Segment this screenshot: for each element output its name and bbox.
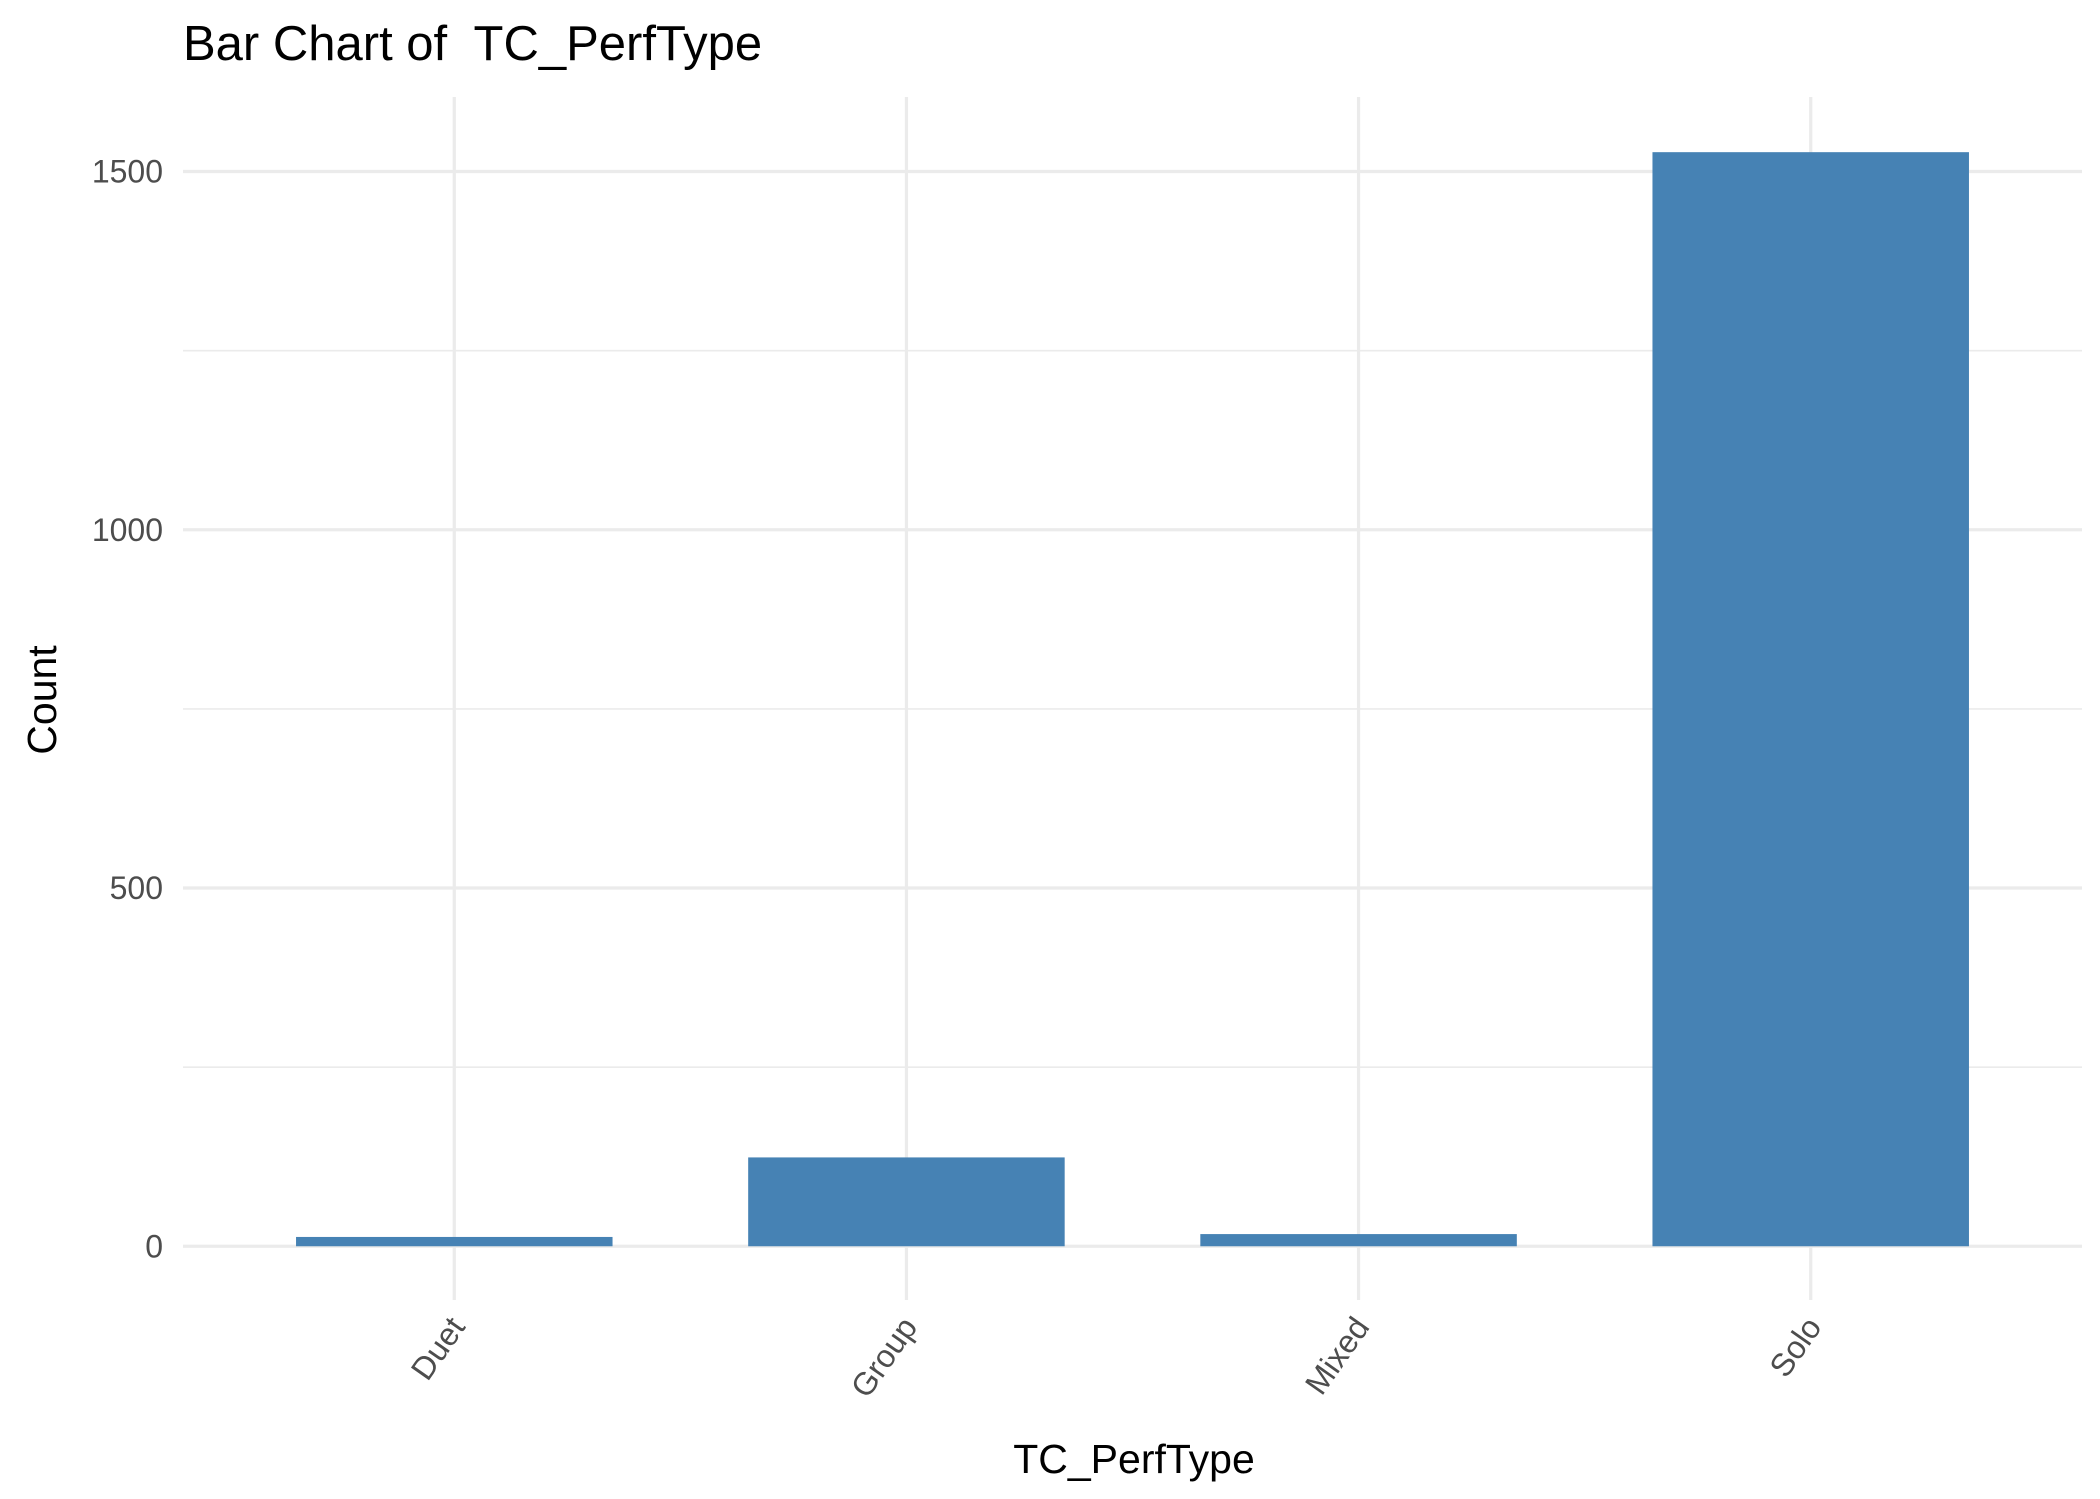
y-tick-label: 0: [145, 1228, 163, 1264]
x-tick-label: Duet: [404, 1310, 472, 1386]
y-tick-labels: 0 500 1000 1500: [92, 154, 163, 1265]
y-axis-title: Count: [19, 645, 65, 755]
x-tick-labels: Duet Group Mixed Solo: [404, 1310, 1829, 1404]
bar-mixed: [1200, 1234, 1517, 1247]
bars: [296, 152, 1969, 1247]
chart-title: Bar Chart of TC_PerfType: [183, 17, 762, 71]
y-tick-label: 1500: [92, 154, 163, 190]
y-tick-label: 500: [110, 870, 163, 906]
x-tick-label: Group: [844, 1310, 925, 1404]
x-tick-label: Mixed: [1298, 1310, 1376, 1401]
bar-duet: [296, 1236, 613, 1247]
bar-group: [748, 1157, 1065, 1247]
x-axis-title: TC_PerfType: [1013, 1436, 1255, 1482]
x-tick-label: Solo: [1762, 1310, 1828, 1383]
bar-solo: [1652, 152, 1969, 1247]
y-tick-label: 1000: [92, 512, 163, 548]
